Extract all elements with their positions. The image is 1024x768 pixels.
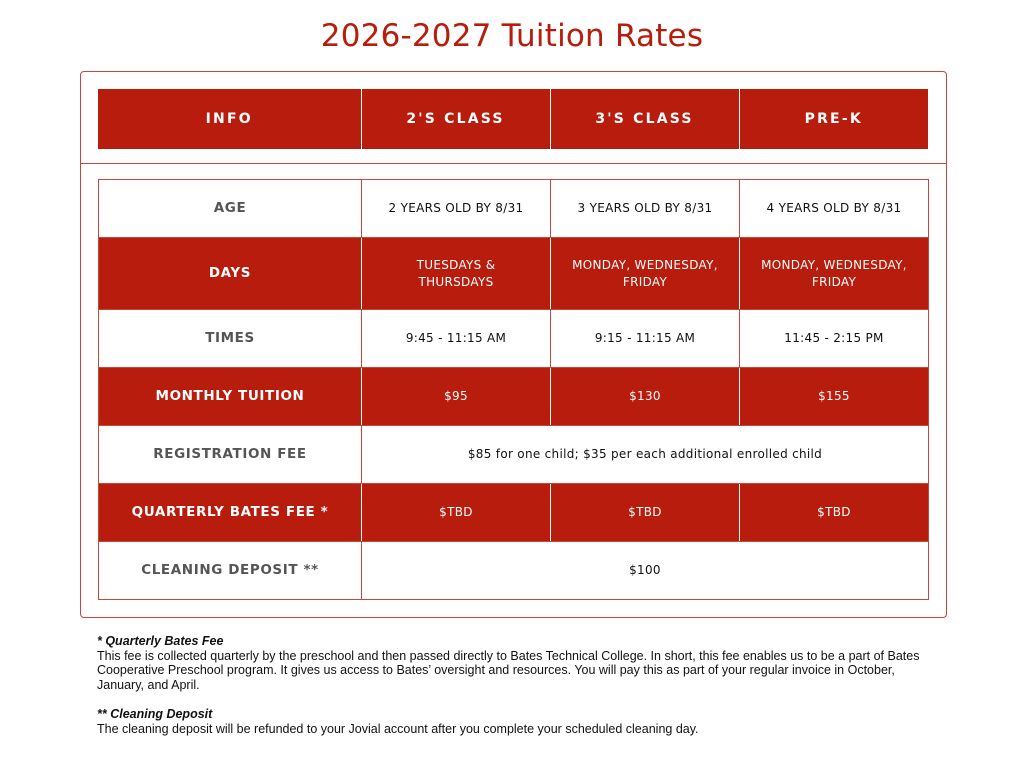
header-2s-class: 2'S CLASS — [360, 89, 550, 149]
cell-cleaning-deposit: $100 — [361, 541, 929, 600]
footnote-body: The cleaning deposit will be refunded to… — [97, 721, 699, 736]
row-label-cleaning-deposit: CLEANING DEPOSIT ** — [98, 541, 362, 600]
footnote-quarterly-bates-fee: * Quarterly Bates Fee This fee is collec… — [97, 634, 937, 692]
table-row-times: TIMES 9:45 - 11:15 AM 9:15 - 11:15 AM 11… — [98, 309, 929, 368]
cell-age-prek: 4 YEARS OLD BY 8/31 — [739, 179, 929, 238]
row-label-times: TIMES — [98, 309, 362, 368]
cell-days-2s: TUESDAYS & THURSDAYS — [361, 237, 551, 310]
table-row-monthly-tuition: MONTHLY TUITION $95 $130 $155 — [98, 367, 929, 426]
cell-tuition-3s: $130 — [550, 367, 740, 426]
table-row-cleaning-deposit: CLEANING DEPOSIT ** $100 — [98, 541, 929, 600]
row-label-age: AGE — [98, 179, 362, 238]
row-label-days: DAYS — [98, 237, 362, 310]
row-label-monthly-tuition: MONTHLY TUITION — [98, 367, 362, 426]
cell-days-3s: MONDAY, WEDNESDAY, FRIDAY — [550, 237, 740, 310]
page-title: 2026-2027 Tuition Rates — [320, 18, 704, 54]
footnote-body: This fee is collected quarterly by the p… — [97, 648, 920, 692]
cell-days-prek: MONDAY, WEDNESDAY, FRIDAY — [739, 237, 929, 310]
table-row-age: AGE 2 YEARS OLD BY 8/31 3 YEARS OLD BY 8… — [98, 179, 929, 238]
header-pre-k: PRE-K — [738, 89, 928, 149]
cell-tuition-prek: $155 — [739, 367, 929, 426]
cell-bates-fee-2s: $TBD — [361, 483, 551, 542]
header-table: INFO 2'S CLASS 3'S CLASS PRE-K — [98, 89, 928, 149]
footnote-title: * Quarterly Bates Fee — [97, 634, 224, 648]
row-label-quarterly-bates-fee: QUARTERLY BATES FEE * — [98, 483, 362, 542]
cell-age-2s: 2 YEARS OLD BY 8/31 — [361, 179, 551, 238]
cell-registration-fee: $85 for one child; $35 per each addition… — [361, 425, 929, 484]
table-row-quarterly-bates-fee: QUARTERLY BATES FEE * $TBD $TBD $TBD — [98, 483, 929, 542]
cell-times-2s: 9:45 - 11:15 AM — [361, 309, 551, 368]
footnote-cleaning-deposit: ** Cleaning Deposit The cleaning deposit… — [97, 707, 937, 736]
rates-table: AGE 2 YEARS OLD BY 8/31 3 YEARS OLD BY 8… — [98, 179, 929, 600]
cell-bates-fee-prek: $TBD — [739, 483, 929, 542]
cell-times-3s: 9:15 - 11:15 AM — [550, 309, 740, 368]
frame-divider — [80, 163, 947, 164]
header-3s-class: 3'S CLASS — [549, 89, 739, 149]
header-info: INFO — [98, 89, 361, 149]
cell-times-prek: 11:45 - 2:15 PM — [739, 309, 929, 368]
table-frame — [80, 71, 947, 618]
cell-bates-fee-3s: $TBD — [550, 483, 740, 542]
cell-age-3s: 3 YEARS OLD BY 8/31 — [550, 179, 740, 238]
footnote-title: ** Cleaning Deposit — [97, 707, 213, 721]
table-row-registration-fee: REGISTRATION FEE $85 for one child; $35 … — [98, 425, 929, 484]
footnotes: * Quarterly Bates Fee This fee is collec… — [97, 634, 937, 736]
row-label-registration-fee: REGISTRATION FEE — [98, 425, 362, 484]
cell-tuition-2s: $95 — [361, 367, 551, 426]
header-row: INFO 2'S CLASS 3'S CLASS PRE-K — [98, 89, 928, 149]
table-row-days: DAYS TUESDAYS & THURSDAYS MONDAY, WEDNES… — [98, 237, 929, 310]
